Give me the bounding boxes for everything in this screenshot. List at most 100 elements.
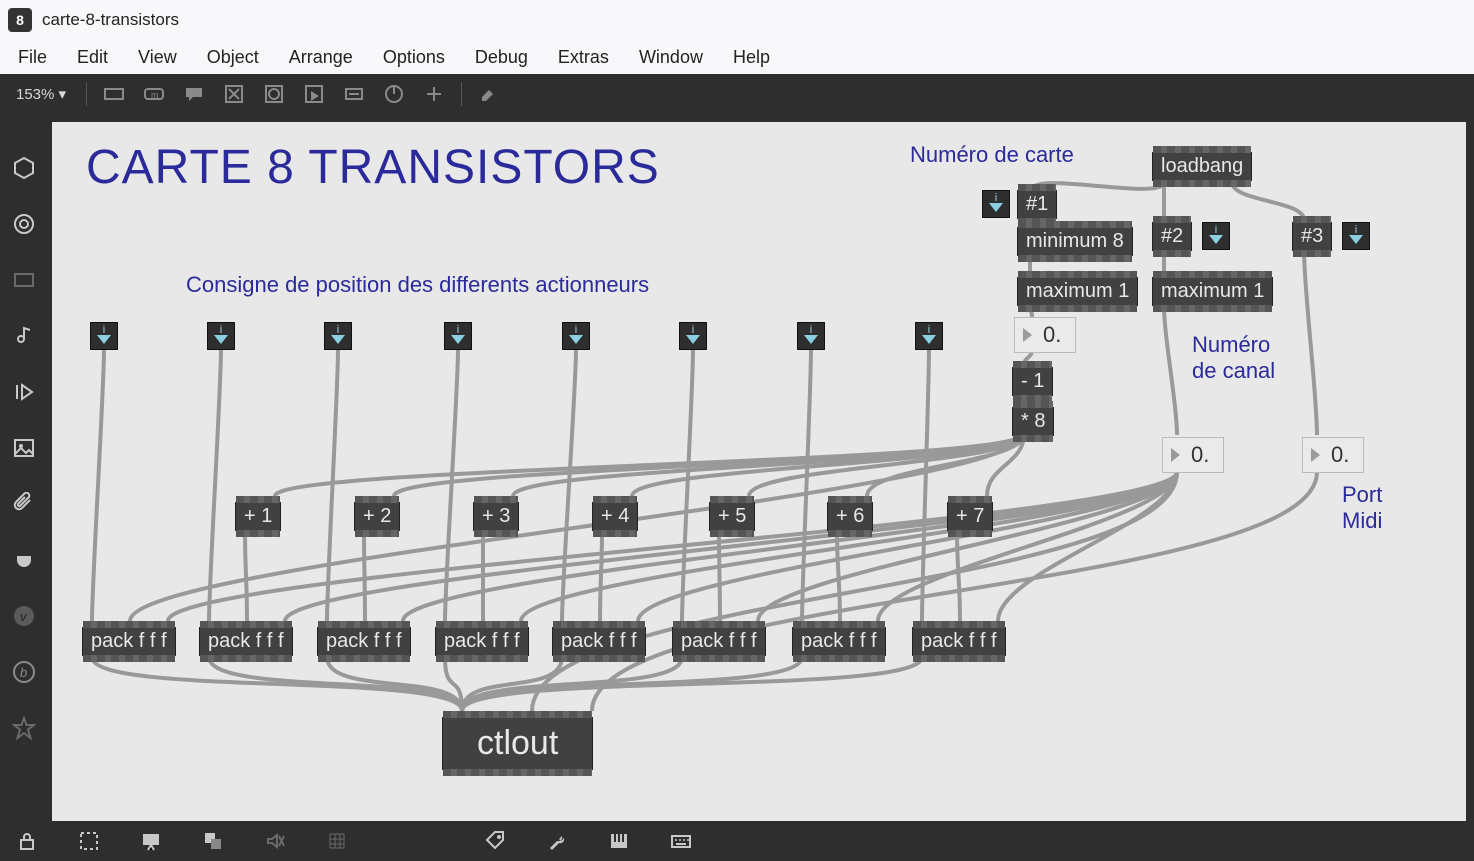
comment-icon[interactable]: [181, 81, 207, 107]
svg-text:m: m: [151, 90, 159, 100]
menu-debug[interactable]: Debug: [461, 43, 542, 72]
preset-icon[interactable]: [301, 81, 327, 107]
sel-icon[interactable]: [76, 828, 102, 854]
inlet-pos-6[interactable]: [797, 322, 825, 350]
menu-file[interactable]: File: [4, 43, 61, 72]
titlebar: 8 carte-8-transistors: [0, 0, 1474, 40]
inlet-pos-3[interactable]: [444, 322, 472, 350]
comment-consigne: Consigne de position des differents acti…: [186, 272, 649, 298]
menu-arrange[interactable]: Arrange: [275, 43, 367, 72]
layers-icon[interactable]: [200, 828, 226, 854]
obj-add-7[interactable]: + 7: [947, 502, 993, 531]
image-icon[interactable]: [10, 434, 38, 462]
inlet-pos-7[interactable]: [915, 322, 943, 350]
bottombar: [0, 821, 1474, 861]
app-icon: 8: [8, 8, 32, 32]
tag-icon[interactable]: [482, 828, 508, 854]
button-icon[interactable]: [261, 81, 287, 107]
mute-icon[interactable]: [262, 828, 288, 854]
inlet-pos-1[interactable]: [207, 322, 235, 350]
keyboard-icon[interactable]: [668, 828, 694, 854]
patcher-canvas[interactable]: CARTE 8 TRANSISTORS Consigne de position…: [52, 122, 1466, 821]
obj-minus1[interactable]: - 1: [1012, 367, 1053, 396]
window-title: carte-8-transistors: [42, 10, 179, 30]
wrench-icon[interactable]: [544, 828, 570, 854]
menu-options[interactable]: Options: [369, 43, 459, 72]
main-area: v b CARTE 8 TRANSISTORS Consigne de posi…: [0, 114, 1474, 821]
b-icon[interactable]: b: [10, 658, 38, 686]
new-object-icon[interactable]: [101, 81, 127, 107]
obj-pack-2[interactable]: pack f f f: [317, 627, 411, 656]
obj-add-4[interactable]: + 4: [592, 502, 638, 531]
add-icon[interactable]: [421, 81, 447, 107]
target-icon[interactable]: [10, 210, 38, 238]
obj-pack-0[interactable]: pack f f f: [82, 627, 176, 656]
lock-icon[interactable]: [14, 828, 40, 854]
menu-window[interactable]: Window: [625, 43, 717, 72]
paint-icon[interactable]: [476, 81, 502, 107]
piano-icon[interactable]: [606, 828, 632, 854]
obj-add-2[interactable]: + 2: [354, 502, 400, 531]
obj-ctlout[interactable]: ctlout: [442, 717, 593, 770]
inlet-pos-4[interactable]: [562, 322, 590, 350]
toolbar-separator: [86, 82, 87, 106]
obj-add-5[interactable]: + 5: [709, 502, 755, 531]
numbox-a[interactable]: 0.: [1014, 317, 1076, 353]
note-icon[interactable]: [10, 322, 38, 350]
svg-text:b: b: [20, 665, 27, 680]
menu-extras[interactable]: Extras: [544, 43, 623, 72]
obj-arg3[interactable]: #3: [1292, 222, 1332, 251]
toggle-icon[interactable]: [221, 81, 247, 107]
inlet-arg1[interactable]: [982, 190, 1010, 218]
obj-pack-3[interactable]: pack f f f: [435, 627, 529, 656]
inlet-pos-5[interactable]: [679, 322, 707, 350]
present-icon[interactable]: [138, 828, 164, 854]
comment-numero-canal: Numéro de canal: [1192, 332, 1275, 384]
number-icon[interactable]: [341, 81, 367, 107]
inlet-pos-2[interactable]: [324, 322, 352, 350]
obj-pack-1[interactable]: pack f f f: [199, 627, 293, 656]
inlet-arg3[interactable]: [1342, 222, 1370, 250]
canvas-wrap[interactable]: CARTE 8 TRANSISTORS Consigne de position…: [52, 122, 1466, 821]
patch-wires: [52, 122, 1466, 821]
comment-numero-carte: Numéro de carte: [910, 142, 1074, 168]
menu-object[interactable]: Object: [193, 43, 273, 72]
toolbar-separator: [461, 82, 462, 106]
numbox-c[interactable]: 0.: [1302, 437, 1364, 473]
obj-pack-6[interactable]: pack f f f: [792, 627, 886, 656]
inlet-arg2[interactable]: [1202, 222, 1230, 250]
grid-icon[interactable]: [324, 828, 350, 854]
patch-title: CARTE 8 TRANSISTORS: [86, 140, 660, 195]
play-icon[interactable]: [10, 378, 38, 406]
v-icon[interactable]: v: [10, 602, 38, 630]
message-icon[interactable]: m: [141, 81, 167, 107]
obj-loadbang[interactable]: loadbang: [1152, 152, 1252, 181]
numbox-b[interactable]: 0.: [1162, 437, 1224, 473]
clip-icon[interactable]: [10, 490, 38, 518]
obj-add-1[interactable]: + 1: [235, 502, 281, 531]
inlet-pos-0[interactable]: [90, 322, 118, 350]
dial-icon[interactable]: [381, 81, 407, 107]
panel-icon[interactable]: [10, 266, 38, 294]
obj-add-6[interactable]: + 6: [827, 502, 873, 531]
toolbar: 153% ▾ m: [0, 74, 1474, 114]
obj-arg1[interactable]: #1: [1017, 190, 1057, 219]
obj-add-3[interactable]: + 3: [473, 502, 519, 531]
menu-view[interactable]: View: [124, 43, 191, 72]
comment-port-midi: Port Midi: [1342, 482, 1382, 534]
obj-maximum2[interactable]: maximum 1: [1152, 277, 1273, 306]
menubar: File Edit View Object Arrange Options De…: [0, 40, 1474, 74]
obj-minimum[interactable]: minimum 8: [1017, 227, 1133, 256]
menu-edit[interactable]: Edit: [63, 43, 122, 72]
obj-maximum1[interactable]: maximum 1: [1017, 277, 1138, 306]
menu-help[interactable]: Help: [719, 43, 784, 72]
obj-arg2[interactable]: #2: [1152, 222, 1192, 251]
cube-icon[interactable]: [10, 154, 38, 182]
zoom-level[interactable]: 153% ▾: [10, 85, 72, 103]
obj-pack-5[interactable]: pack f f f: [672, 627, 766, 656]
obj-pack-7[interactable]: pack f f f: [912, 627, 1006, 656]
obj-pack-4[interactable]: pack f f f: [552, 627, 646, 656]
star-icon[interactable]: [10, 714, 38, 742]
obj-times8[interactable]: * 8: [1012, 407, 1054, 436]
plug-icon[interactable]: [10, 546, 38, 574]
